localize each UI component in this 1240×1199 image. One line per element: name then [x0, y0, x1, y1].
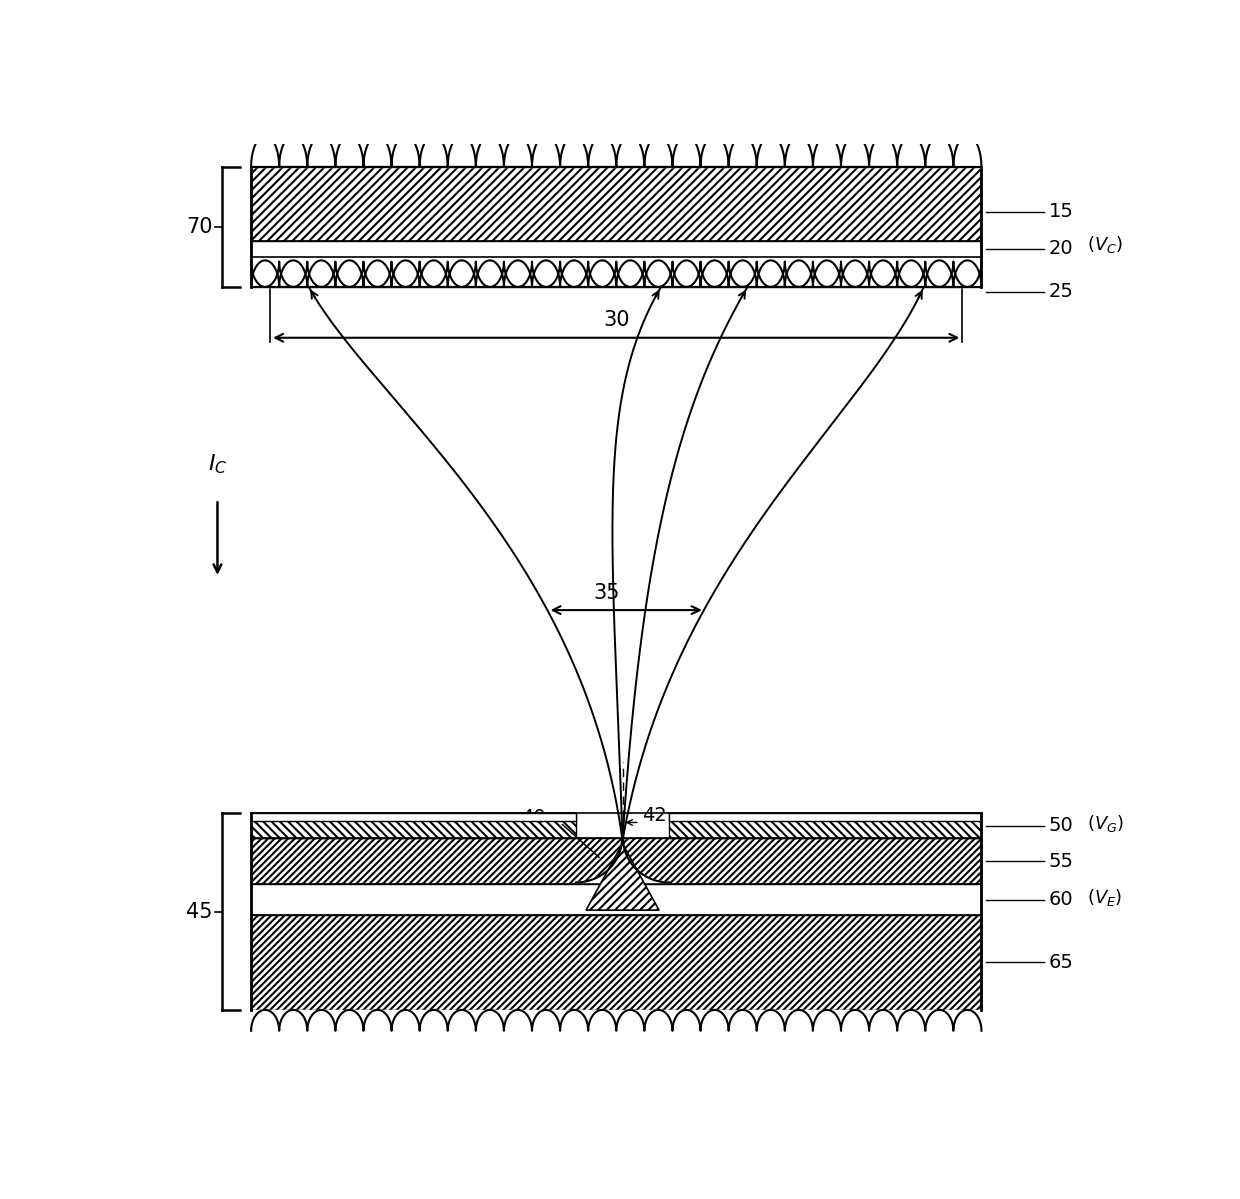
Text: $(V_G)$: $(V_G)$	[1087, 813, 1125, 835]
Text: 30: 30	[603, 311, 630, 331]
Bar	[670, 813, 982, 838]
Text: 15: 15	[1049, 203, 1074, 222]
Bar	[250, 885, 982, 915]
Bar	[250, 241, 982, 257]
Text: 50: 50	[1049, 817, 1074, 836]
Text: 42: 42	[642, 807, 666, 825]
Text: 45: 45	[186, 902, 213, 922]
Text: $(V_C)$: $(V_C)$	[1087, 234, 1123, 254]
Text: $(V_E)$: $(V_E)$	[1087, 887, 1122, 908]
Polygon shape	[587, 844, 658, 910]
Bar	[250, 167, 982, 257]
Text: 35: 35	[594, 583, 620, 603]
Text: 25: 25	[1049, 282, 1074, 301]
Text: 40: 40	[521, 808, 546, 827]
Text: 20: 20	[1049, 239, 1074, 258]
Bar	[250, 838, 982, 885]
Bar	[250, 813, 575, 838]
Polygon shape	[575, 838, 670, 882]
Text: 55: 55	[1049, 851, 1074, 870]
Text: $I_C$: $I_C$	[208, 453, 227, 476]
Bar	[250, 915, 982, 1010]
Bar	[250, 813, 575, 820]
Bar	[250, 241, 982, 287]
Text: 65: 65	[1049, 953, 1074, 972]
Text: 70: 70	[186, 217, 213, 237]
Text: 60: 60	[1049, 890, 1074, 909]
Bar	[670, 813, 982, 820]
